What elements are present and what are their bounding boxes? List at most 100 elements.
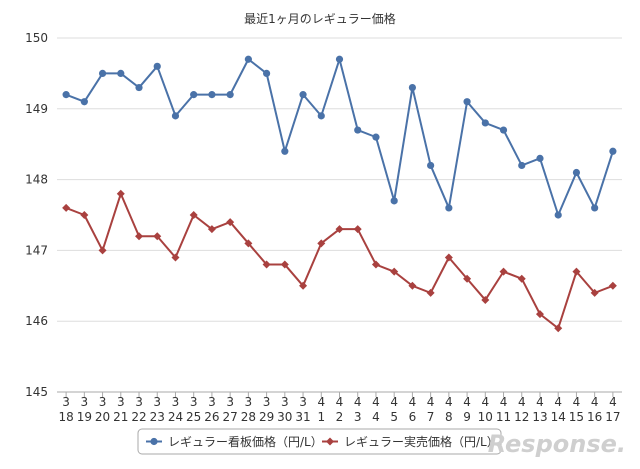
x-tick-day: 1 [317, 410, 325, 424]
x-tick-month: 4 [536, 395, 544, 409]
data-point [62, 203, 71, 212]
legend-label-0: レギュラー看板価格（円/L） [168, 434, 323, 449]
data-point [98, 246, 107, 255]
x-tick-day: 2 [336, 410, 344, 424]
data-point [590, 288, 599, 297]
x-tick-day: 26 [204, 410, 219, 424]
data-point [426, 288, 435, 297]
data-point [171, 112, 180, 120]
data-point [390, 197, 398, 205]
x-tick-day: 12 [514, 410, 529, 424]
x-tick-month: 3 [226, 395, 234, 409]
data-point [299, 91, 307, 99]
x-tick-day: 8 [445, 410, 453, 424]
data-point [408, 281, 417, 290]
data-point [135, 232, 144, 241]
x-tick-day: 14 [551, 410, 566, 424]
x-tick-day: 29 [259, 410, 274, 424]
x-tick-month: 3 [135, 395, 143, 409]
data-point [536, 154, 544, 162]
data-point [353, 225, 362, 234]
data-point [281, 147, 289, 155]
x-tick-day: 30 [277, 410, 292, 424]
data-point [299, 281, 308, 290]
legend-box [137, 428, 502, 455]
data-point [226, 91, 234, 99]
x-tick-month: 4 [463, 395, 471, 409]
x-tick-month: 4 [427, 395, 435, 409]
x-tick-month: 3 [172, 395, 180, 409]
data-point [190, 91, 198, 99]
data-point [463, 274, 472, 283]
x-tick-day: 20 [95, 410, 110, 424]
data-point [517, 274, 526, 283]
data-point [499, 126, 508, 134]
data-point [518, 161, 526, 170]
x-tick-month: 3 [62, 395, 70, 409]
data-point [427, 161, 435, 170]
x-tick-day: 9 [463, 410, 471, 424]
data-point [572, 267, 581, 276]
data-point [244, 239, 253, 248]
data-point [80, 98, 88, 106]
x-tick-month: 4 [390, 395, 398, 409]
data-point [354, 126, 362, 134]
data-point [80, 211, 89, 219]
x-tick-day: 22 [131, 410, 146, 424]
x-tick-day: 3 [354, 410, 362, 424]
watermark-logo: Response. [488, 430, 626, 458]
x-tick-month: 3 [299, 395, 307, 409]
x-tick-day: 11 [496, 410, 511, 424]
data-point [207, 225, 216, 234]
x-tick-month: 3 [281, 395, 289, 409]
y-tick-label: 145 [25, 385, 48, 399]
legend-marker-1 [326, 437, 334, 446]
legend-marker-0 [150, 437, 158, 446]
x-tick-day: 16 [587, 410, 602, 424]
x-tick-month: 4 [609, 395, 617, 409]
data-point [62, 91, 70, 99]
data-point [554, 324, 563, 333]
data-point [117, 69, 125, 77]
data-point [463, 98, 471, 106]
data-point [499, 267, 508, 276]
x-tick-month: 4 [554, 395, 562, 409]
x-tick-day: 31 [295, 410, 310, 424]
x-tick-day: 24 [168, 410, 183, 424]
data-point [262, 69, 271, 77]
x-tick-day: 13 [532, 410, 547, 424]
x-tick-month: 3 [245, 395, 253, 409]
data-point [390, 267, 399, 276]
x-tick-month: 4 [500, 395, 508, 409]
data-point [591, 204, 599, 212]
x-tick-day: 27 [223, 410, 238, 424]
data-point [226, 218, 235, 227]
legend: レギュラー看板価格（円/L） レギュラー実売価格（円/L） [137, 428, 502, 455]
x-tick-month: 4 [336, 395, 344, 409]
x-tick-day: 6 [409, 410, 417, 424]
x-tick-month: 3 [208, 395, 216, 409]
x-tick-day: 17 [605, 410, 620, 424]
data-point [408, 83, 417, 92]
x-tick-day: 19 [77, 410, 92, 424]
data-point [135, 83, 143, 92]
x-tick-month: 4 [317, 395, 325, 409]
x-tick-day: 23 [150, 410, 165, 424]
x-tick-month: 3 [99, 395, 107, 409]
series-line-0 [65, 58, 614, 216]
x-tick-month: 3 [81, 395, 89, 409]
data-point [98, 69, 107, 77]
data-point [481, 119, 489, 127]
y-tick-label: 149 [25, 102, 48, 116]
x-tick-day: 10 [478, 410, 493, 424]
series-group [62, 55, 617, 333]
x-axis: 3183193203213223233243253263273283293303… [58, 392, 621, 424]
data-point [171, 253, 180, 262]
y-tick-label: 148 [25, 173, 48, 187]
x-tick-day: 21 [113, 410, 128, 424]
data-point [572, 168, 581, 177]
x-tick-month: 4 [481, 395, 489, 409]
y-tick-label: 146 [25, 314, 48, 328]
chart-title: 最近1ヶ月のレギュラー価格 [244, 11, 396, 26]
x-tick-month: 4 [409, 395, 417, 409]
